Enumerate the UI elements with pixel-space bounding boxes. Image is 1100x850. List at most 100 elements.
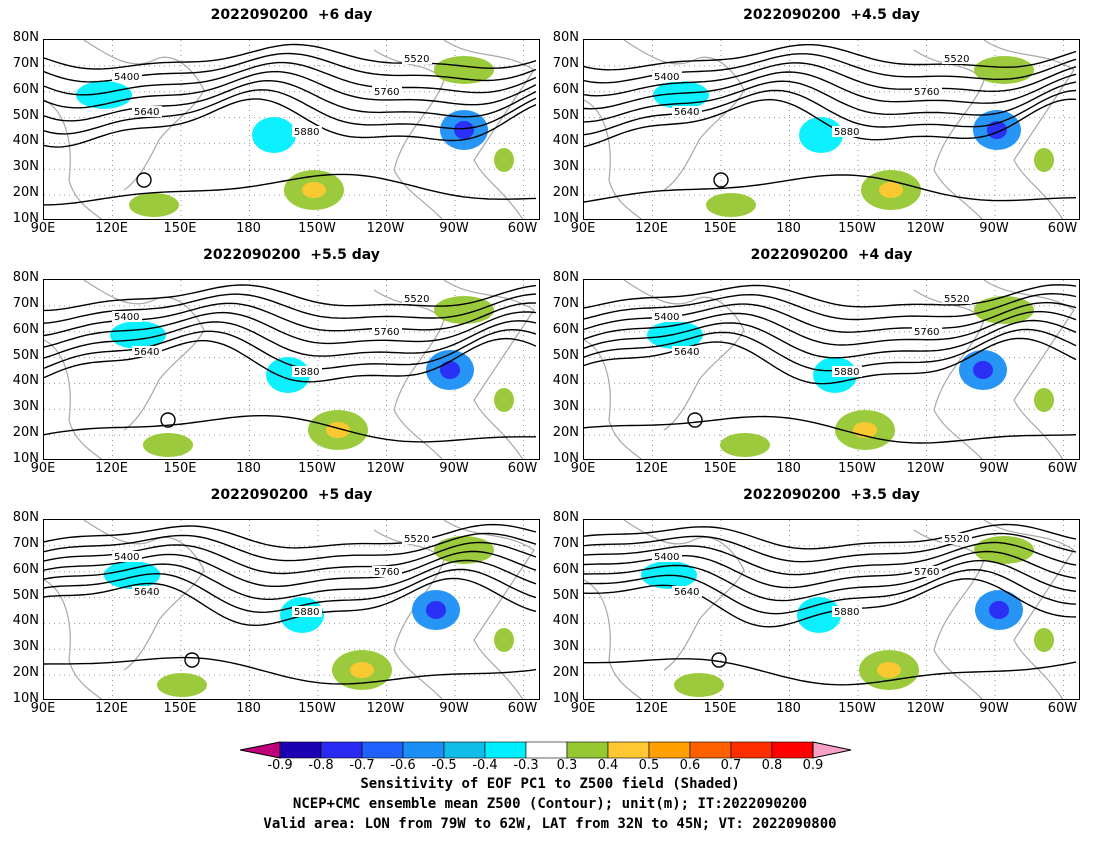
latitude-label: 70N [552,295,579,311]
panel-title: 2022090200 +3.5 day [743,487,920,503]
contour-label: 5400 [654,552,679,563]
longitude-label: 90E [570,221,596,236]
longitude-label: 180 [236,221,261,236]
colorbar-tick-label: -0.5 [431,758,457,773]
longitude-label: 90E [570,461,596,476]
latitude-label: 30N [12,639,39,655]
longitude-label: 180 [776,701,801,716]
contour-label: 5760 [914,87,939,98]
longitude-label: 150W [298,701,336,716]
contour-label: 5640 [134,107,159,118]
contour-label: 5520 [404,294,429,305]
latitude-label: 20N [12,665,39,681]
colorbar-tick-label: 0.8 [761,758,783,773]
sensitivity-shading [104,536,514,697]
contour-label: 5880 [294,607,319,618]
longitude-label: 90W [979,461,1009,476]
latitude-label: 80N [12,510,39,525]
latitude-label: 40N [552,373,579,389]
longitude-label: 150W [838,461,876,476]
latitude-label: 70N [12,535,39,551]
coastlines [44,280,535,459]
map-canvas: 5400 5520 5640 5760 5880 [44,280,539,459]
longitude-label: 120E [634,461,669,476]
contour-label: 5520 [944,534,969,545]
contour-label: 5760 [374,327,399,338]
colorbar-segment [525,741,568,759]
longitude-label: 180 [776,221,801,236]
latitude-label: 40N [12,613,39,629]
caption-line-2: NCEP+CMC ensemble mean Z500 (Contour); u… [292,796,808,812]
longitude-label: 90W [439,221,469,236]
longitude-label: 150W [838,701,876,716]
latitude-label: 40N [552,133,579,149]
longitude-label: 150E [163,221,197,236]
latitude-label: 10N [12,451,39,466]
colorbar-segment [443,741,486,759]
longitude-label: 90E [30,701,56,716]
contour-label: 5640 [674,107,699,118]
latitude-label: 60N [12,321,39,337]
colorbar-tick-label: 0.4 [597,758,619,773]
colorbar-tick-label: 0.9 [802,758,824,773]
longitude-label: 90W [979,701,1009,716]
map-panel: 5400 5520 5640 5760 5880 [43,519,540,700]
latitude-label: 60N [552,321,579,337]
latitude-label: 40N [12,133,39,149]
contour-labels: 5400 5520 5640 5760 5880 [112,293,432,378]
longitude-label: 180 [236,701,261,716]
colorbar-segment [320,741,363,759]
contour-label: 5760 [914,567,939,578]
contour-label: 5880 [834,607,859,618]
contour-label: 5400 [654,72,679,83]
longitude-label: 60W [507,701,538,716]
contour-label: 5760 [374,567,399,578]
contour-label: 5880 [294,367,319,378]
latitude-label: 70N [12,295,39,311]
colorbar-tick-label: -0.8 [308,758,334,773]
colorbar-segment [484,741,527,759]
latitude-label: 30N [12,399,39,415]
longitude-label: 150E [163,701,197,716]
contour-label: 5400 [114,552,139,563]
latitude-label: 30N [552,639,579,655]
colorbar-tick-label: 0.6 [679,758,701,773]
latitude-label: 50N [12,587,39,603]
longitude-label: 120W [366,701,405,716]
longitude-label: 90E [570,701,596,716]
contour-label: 5520 [944,54,969,65]
colorbar-high-arrow [812,741,852,759]
colorbar-segment [771,741,814,759]
latitude-label: 10N [552,451,579,466]
panel-title: 2022090200 +4.5 day [743,7,920,23]
longitude-label: 60W [1047,221,1078,236]
latitude-label: 10N [12,211,39,226]
colorbar-tick-label: -0.7 [349,758,375,773]
longitude-label: 120E [94,701,129,716]
colorbar-segment [607,741,650,759]
colorbar-tick-label: 0.7 [720,758,742,773]
panel-title: 2022090200 +4 day [750,247,913,263]
longitude-label: 90W [979,221,1009,236]
caption-line-3: Valid area: LON from 79W to 62W, LAT fro… [263,816,837,832]
longitude-label: 180 [236,461,261,476]
latitude-label: 50N [552,587,579,603]
map-panel: 5400 5520 5640 5760 5880 [43,279,540,460]
map-panel: 5400 5520 5640 5760 5880 [583,519,1080,700]
longitude-label: 120E [634,701,669,716]
colorbar-tick-label: -0.4 [472,758,498,773]
latitude-label: 60N [12,81,39,97]
latitude-label: 30N [552,159,579,175]
longitude-label: 90E [30,221,56,236]
longitude-label: 150W [298,461,336,476]
colorbar-segment [648,741,691,759]
contour-label: 5520 [944,294,969,305]
latitude-label: 70N [12,55,39,71]
latitude-label: 70N [552,55,579,71]
latitude-label: 50N [12,107,39,123]
contour-label: 5640 [134,347,159,358]
latitude-label: 20N [12,185,39,201]
longitude-label: 180 [776,461,801,476]
map-panel: 5400 5520 5640 5760 5880 [43,39,540,220]
longitude-label: 60W [507,461,538,476]
